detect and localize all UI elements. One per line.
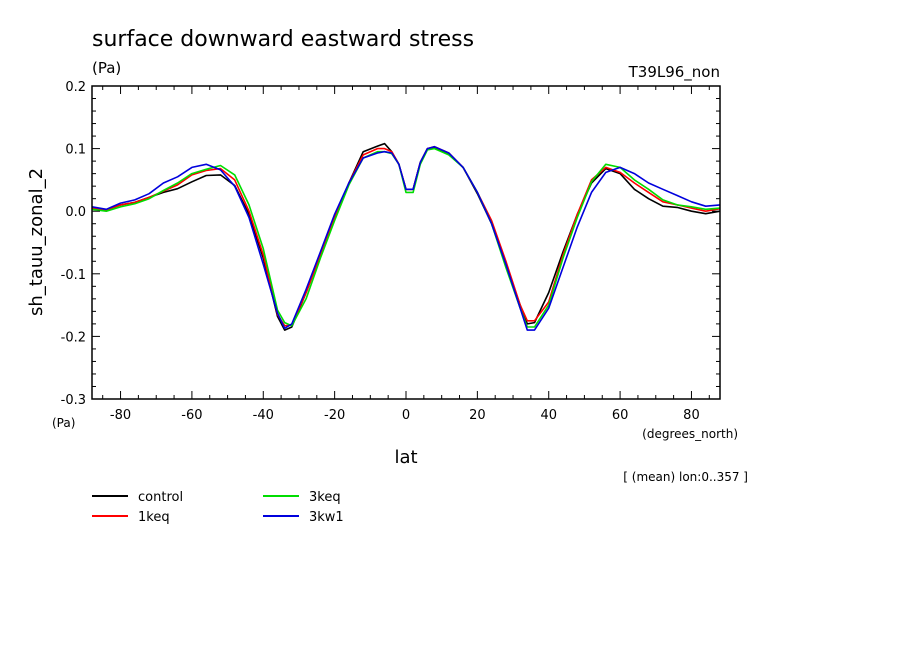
series-line-1keq xyxy=(91,145,721,327)
units-label: (Pa) xyxy=(92,59,121,77)
series-layer xyxy=(91,142,721,331)
legend-label-1keq: 1keq xyxy=(138,510,170,525)
series-line-3keq xyxy=(91,147,721,328)
run-label: T39L96_non xyxy=(628,63,720,82)
x-tick-label: -40 xyxy=(253,408,274,423)
plot-frame xyxy=(91,85,721,400)
legend-label-control: control xyxy=(138,490,183,505)
x-tick-label: 80 xyxy=(683,408,700,423)
x-tick-label: 60 xyxy=(612,408,629,423)
x-tick-label: -20 xyxy=(324,408,345,423)
y-tick-label: -0.3 xyxy=(61,393,86,408)
y-units-label: (Pa) xyxy=(52,416,75,430)
y-tick-label: -0.1 xyxy=(61,268,86,283)
x-tick-label: 20 xyxy=(469,408,486,423)
x-tick-label: 40 xyxy=(540,408,557,423)
legend-label-3kw1: 3kw1 xyxy=(309,510,344,525)
chart-title: surface downward eastward stress xyxy=(92,27,474,52)
y-tick-label: -0.2 xyxy=(61,330,86,345)
footnote: [ (mean) lon:0..357 ] xyxy=(623,470,748,484)
y-tick-label: 0.2 xyxy=(65,80,86,95)
x-tick-label: -60 xyxy=(181,408,202,423)
y-tick-label: 0.0 xyxy=(65,205,86,220)
series-line-3kw1 xyxy=(91,145,721,331)
x-tick-label: 0 xyxy=(402,408,410,423)
x-axis-label: lat xyxy=(394,447,417,468)
x-tick-label: -80 xyxy=(110,408,131,423)
y-tick-label: 0.1 xyxy=(65,143,86,158)
y-axis-label: sh_tauu_zonal_2 xyxy=(26,168,47,316)
legend-label-3keq: 3keq xyxy=(309,490,341,505)
legend: control 1keq 3keq 3kw1 xyxy=(92,490,344,525)
tick-layer: -80 -60 -40 -20 0 20 40 60 80 -0.3 -0.2 -0.1 0.0 0.1 0… xyxy=(61,80,720,423)
x-units-label: (degrees_north) xyxy=(642,427,738,441)
